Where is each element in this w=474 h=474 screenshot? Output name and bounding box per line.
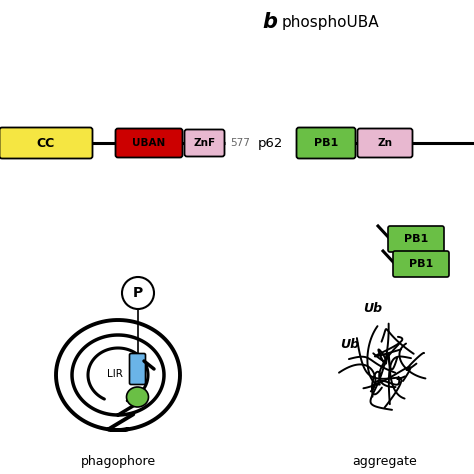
FancyBboxPatch shape	[0, 128, 92, 158]
FancyBboxPatch shape	[357, 128, 412, 157]
Text: Zn: Zn	[377, 138, 392, 148]
FancyBboxPatch shape	[184, 129, 225, 156]
Text: 577: 577	[230, 138, 250, 148]
Text: PB1: PB1	[314, 138, 338, 148]
Text: phagophore: phagophore	[81, 456, 155, 468]
FancyBboxPatch shape	[297, 128, 356, 158]
Text: PB1: PB1	[409, 259, 433, 269]
Text: aggregate: aggregate	[353, 456, 418, 468]
Text: P: P	[133, 286, 143, 300]
FancyBboxPatch shape	[129, 354, 146, 384]
Text: ZnF: ZnF	[193, 138, 216, 148]
FancyBboxPatch shape	[116, 128, 182, 157]
Text: LIR: LIR	[107, 369, 123, 379]
Ellipse shape	[127, 387, 148, 407]
Text: b: b	[262, 12, 277, 32]
FancyBboxPatch shape	[388, 226, 444, 252]
Text: CC: CC	[37, 137, 55, 149]
Text: PB1: PB1	[404, 234, 428, 244]
Text: UBAN: UBAN	[132, 138, 165, 148]
Text: Ub: Ub	[363, 301, 382, 315]
FancyBboxPatch shape	[393, 251, 449, 277]
Text: phosphoUBA: phosphoUBA	[282, 15, 380, 29]
Text: Ub: Ub	[340, 338, 359, 352]
Text: p62: p62	[258, 137, 283, 149]
Circle shape	[122, 277, 154, 309]
